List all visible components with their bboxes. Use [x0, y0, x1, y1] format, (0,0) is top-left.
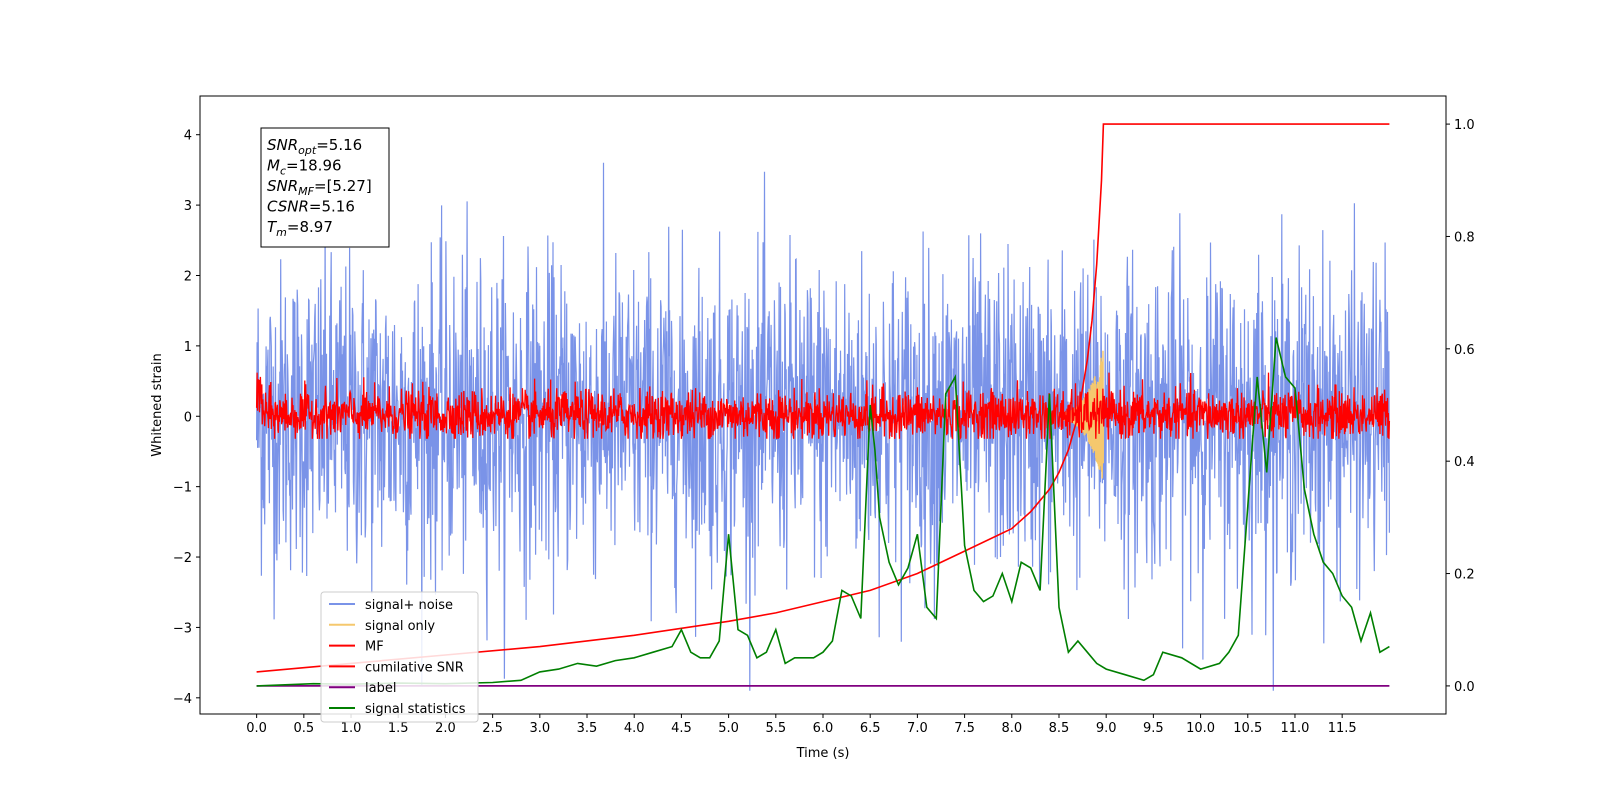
y2-tick-label: 0.4 — [1454, 455, 1475, 470]
y-tick-label: −1 — [173, 481, 192, 496]
info-box: SNRopt=5.16Mc=18.96SNRMF=[5.27]CSNR=5.16… — [260, 127, 390, 248]
y-tick-label: 0 — [184, 410, 192, 425]
info-line: Mc=18.96 — [267, 157, 342, 178]
x-tick-label: 4.0 — [624, 721, 645, 736]
y2-tick-label: 1.0 — [1454, 118, 1475, 133]
x-tick-label: 3.5 — [577, 721, 598, 736]
x-tick-label: 0.5 — [293, 721, 314, 736]
x-tick-label: 0.0 — [246, 721, 267, 736]
x-tick-label: 7.0 — [907, 721, 928, 736]
y-tick-label: 2 — [184, 269, 192, 284]
y-tick-label: 4 — [184, 129, 192, 144]
legend: signal+ noise signal only MF cumilative SNR… — [320, 591, 479, 723]
series-signal-statistics — [256, 337, 1390, 687]
y-tick-label: 3 — [184, 199, 192, 214]
x-tick-label: 9.5 — [1143, 721, 1164, 736]
x-tick-label: 7.5 — [954, 721, 975, 736]
info-line: CSNR=5.16 — [267, 198, 355, 216]
legend-entry: cumilative SNR — [365, 660, 464, 675]
x-tick-label: 1.5 — [388, 721, 409, 736]
legend-entry: signal+ noise — [365, 598, 453, 613]
y-axis-right: 1.0 0.8 0.6 0.4 0.2 0.0 — [1446, 118, 1475, 695]
x-tick-label: 9.0 — [1096, 721, 1117, 736]
y-tick-label: −3 — [173, 621, 192, 636]
legend-entry: MF — [365, 640, 384, 655]
y2-tick-label: 0.6 — [1454, 343, 1475, 358]
info-line: SNRopt=5.16 — [267, 136, 362, 157]
y-axis-label: Whitened strain — [150, 353, 165, 456]
x-tick-label: 5.5 — [765, 721, 786, 736]
x-tick-label: 3.0 — [529, 721, 550, 736]
x-axis-label: Time (s) — [796, 746, 850, 761]
y-tick-label: 1 — [184, 340, 192, 355]
info-line: SNRMF=[5.27] — [267, 177, 372, 198]
plot-content — [255, 123, 1391, 691]
info-box-frame — [260, 127, 390, 248]
x-tick-label: 1.0 — [341, 721, 362, 736]
y-axis-left: 4 3 2 1 0 −1 −2 −3 −4 — [173, 129, 200, 707]
y-tick-label: −4 — [173, 692, 192, 707]
x-tick-label: 4.5 — [671, 721, 692, 736]
y2-tick-label: 0.8 — [1454, 230, 1475, 245]
series-mf — [255, 372, 1391, 441]
y2-tick-label: 0.2 — [1454, 568, 1475, 583]
legend-entry: signal only — [365, 619, 435, 634]
x-tick-label: 8.0 — [1001, 721, 1022, 736]
x-tick-label: 8.5 — [1049, 721, 1070, 736]
x-tick-label: 2.0 — [435, 721, 456, 736]
y-tick-label: −2 — [173, 551, 192, 566]
series-cumulative-snr — [256, 123, 1390, 673]
x-tick-label: 5.0 — [718, 721, 739, 736]
legend-entry: signal statistics — [365, 702, 466, 717]
x-tick-label: 6.0 — [813, 721, 834, 736]
x-tick-label: 11.0 — [1280, 721, 1309, 736]
x-tick-label: 11.5 — [1328, 721, 1357, 736]
x-axis: 0.0 0.5 1.0 1.5 2.0 2.5 3.0 3.5 4.0 4.5 5.0 5.5 6.0 6… — [246, 714, 1357, 736]
x-tick-label: 10.5 — [1233, 721, 1262, 736]
x-tick-label: 10.0 — [1186, 721, 1215, 736]
y2-tick-label: 0.0 — [1454, 680, 1475, 695]
legend-entry: label — [365, 681, 396, 696]
legend-frame — [320, 591, 479, 723]
info-line: Tm=8.97 — [267, 218, 333, 239]
x-tick-label: 2.5 — [482, 721, 503, 736]
x-tick-label: 6.5 — [860, 721, 881, 736]
